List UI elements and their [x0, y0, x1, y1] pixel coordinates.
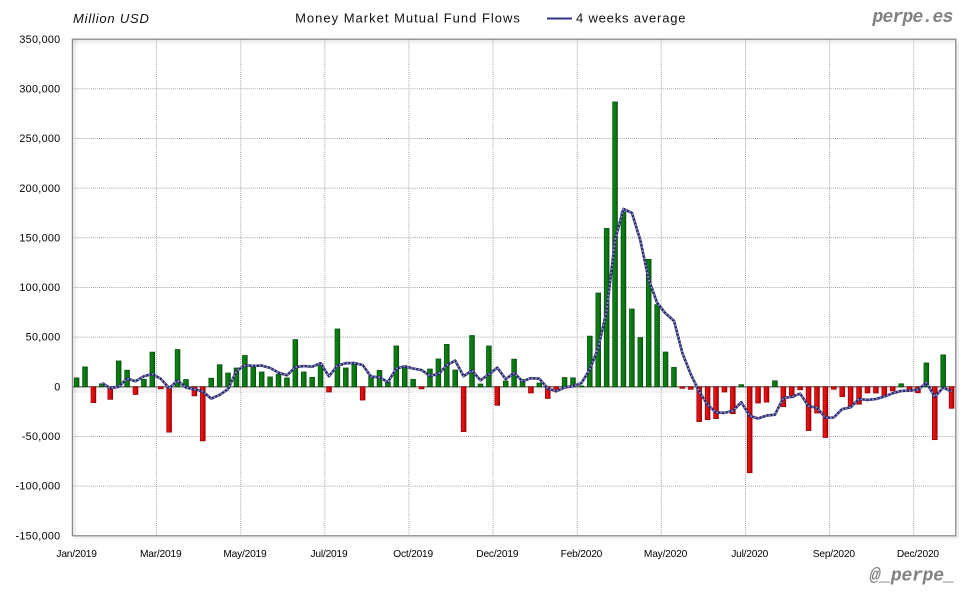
svg-text:Money Market Mutual Fund Flows: Money Market Mutual Fund Flows — [295, 11, 521, 26]
svg-text:250,000: 250,000 — [19, 133, 60, 145]
svg-text:Dec/2020: Dec/2020 — [897, 549, 940, 560]
svg-text:-50,000: -50,000 — [22, 431, 61, 443]
svg-text:200,000: 200,000 — [19, 183, 60, 195]
svg-text:Oct/2019: Oct/2019 — [393, 549, 433, 560]
svg-text:Dec/2019: Dec/2019 — [476, 549, 519, 560]
svg-text:Million USD: Million USD — [73, 11, 150, 26]
svg-text:300,000: 300,000 — [19, 83, 60, 95]
svg-text:350,000: 350,000 — [19, 34, 60, 46]
svg-text:Feb/2020: Feb/2020 — [561, 549, 603, 560]
svg-text:50,000: 50,000 — [26, 332, 61, 344]
svg-text:150,000: 150,000 — [19, 232, 60, 244]
svg-text:@_perpe_: @_perpe_ — [870, 567, 955, 587]
svg-text:-150,000: -150,000 — [15, 530, 60, 542]
svg-text:Jul/2020: Jul/2020 — [731, 549, 768, 560]
svg-text:100,000: 100,000 — [19, 282, 60, 294]
svg-text:Sep/2020: Sep/2020 — [813, 549, 856, 560]
svg-text:Jul/2019: Jul/2019 — [311, 549, 348, 560]
svg-text:-100,000: -100,000 — [15, 481, 60, 493]
svg-text:0: 0 — [54, 381, 60, 393]
svg-text:May/2019: May/2019 — [223, 549, 267, 560]
svg-text:perpe.es: perpe.es — [871, 8, 952, 28]
svg-text:May/2020: May/2020 — [644, 549, 688, 560]
svg-text:Jan/2019: Jan/2019 — [56, 549, 97, 560]
svg-text:4 weeks average: 4 weeks average — [576, 11, 686, 26]
svg-text:Mar/2019: Mar/2019 — [140, 549, 182, 560]
